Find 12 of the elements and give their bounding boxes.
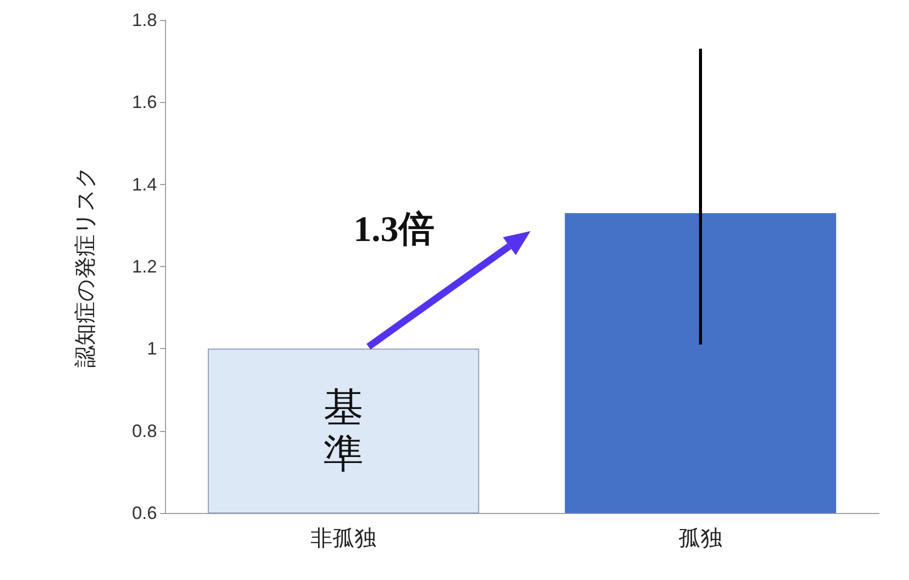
y-tick-label: 1.4: [132, 174, 157, 194]
y-tick-label: 1.2: [132, 256, 157, 276]
annotation: 基準: [324, 384, 364, 477]
x-tick-label: 孤独: [678, 526, 722, 550]
x-tick-label: 非孤独: [310, 526, 376, 550]
y-tick-label: 1.8: [132, 10, 157, 30]
y-tick-label: 0.6: [132, 503, 157, 523]
y-tick-label: 0.8: [132, 420, 157, 441]
annotation: 1.3倍: [354, 208, 434, 252]
y-tick-label: 1.6: [132, 92, 157, 112]
y-axis-title: 認知症の発症リスク: [74, 166, 98, 368]
y-tick-label: 1: [146, 338, 157, 359]
